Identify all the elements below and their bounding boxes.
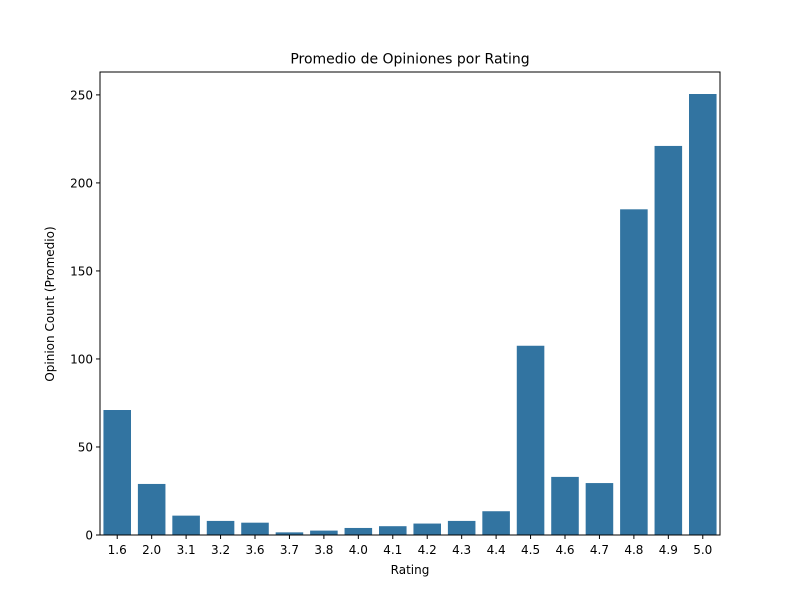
x-tick-label: 4.2 <box>418 543 437 557</box>
x-tick-label: 4.6 <box>555 543 574 557</box>
y-tick-label: 150 <box>70 264 93 278</box>
x-tick-label: 3.6 <box>245 543 264 557</box>
x-tick-label: 3.7 <box>280 543 299 557</box>
plot-frame <box>99 71 721 536</box>
bar-4.9 <box>654 145 683 536</box>
bar-3.8 <box>310 530 338 535</box>
x-tick-label: 3.2 <box>211 543 230 557</box>
x-tick-label: 1.6 <box>108 543 127 557</box>
x-tick-label: 4.3 <box>452 543 471 557</box>
bar-5.0 <box>689 94 717 535</box>
y-axis-ticks: 0 50 100 150 200 250 <box>70 88 100 543</box>
bar-4.4 <box>482 511 510 535</box>
x-tick-label: 4.4 <box>487 543 506 557</box>
x-tick-label: 3.1 <box>177 543 196 557</box>
x-tick-label: 4.9 <box>659 543 678 557</box>
x-tick-label: 4.8 <box>624 543 643 557</box>
bar-3.7 <box>275 532 304 535</box>
bars-group <box>103 94 717 536</box>
y-tick-label: 100 <box>70 352 93 366</box>
x-tick-label: 4.7 <box>590 543 609 557</box>
x-tick-label: 4.1 <box>383 543 402 557</box>
bar-4.0 <box>344 527 373 535</box>
y-tick-label: 0 <box>85 529 93 543</box>
bar-4.8 <box>620 209 648 535</box>
x-axis-ticks: 1.6 2.0 3.1 3.2 3.6 3.7 3.8 4.0 4.1 4.2 4.3 4.4 4.5 4… <box>108 535 712 557</box>
bar-4.5 <box>516 345 545 535</box>
bar-4.6 <box>551 476 579 535</box>
x-tick-label: 3.8 <box>314 543 333 557</box>
x-tick-label: 4.5 <box>521 543 540 557</box>
chart-title: Promedio de Opiniones por Rating <box>290 52 529 68</box>
bar-3.2 <box>206 520 235 535</box>
y-tick-label: 50 <box>78 440 93 454</box>
bar-3.1 <box>172 515 200 535</box>
bar-4.1 <box>379 526 407 535</box>
x-tick-label: 2.0 <box>142 543 161 557</box>
y-tick-label: 200 <box>70 176 93 190</box>
bar-1.6 <box>103 410 131 535</box>
bar-4.3 <box>447 520 476 535</box>
bar-3.6 <box>241 522 269 535</box>
x-tick-label: 5.0 <box>693 543 712 557</box>
y-axis-label: Opinion Count (Promedio) <box>43 226 57 381</box>
y-tick-label: 250 <box>70 88 93 102</box>
bar-4.2 <box>413 523 441 535</box>
x-axis-label: Rating <box>391 563 430 577</box>
x-tick-label: 4.0 <box>349 543 368 557</box>
bar-4.7 <box>585 483 614 535</box>
bar-2.0 <box>137 483 166 535</box>
